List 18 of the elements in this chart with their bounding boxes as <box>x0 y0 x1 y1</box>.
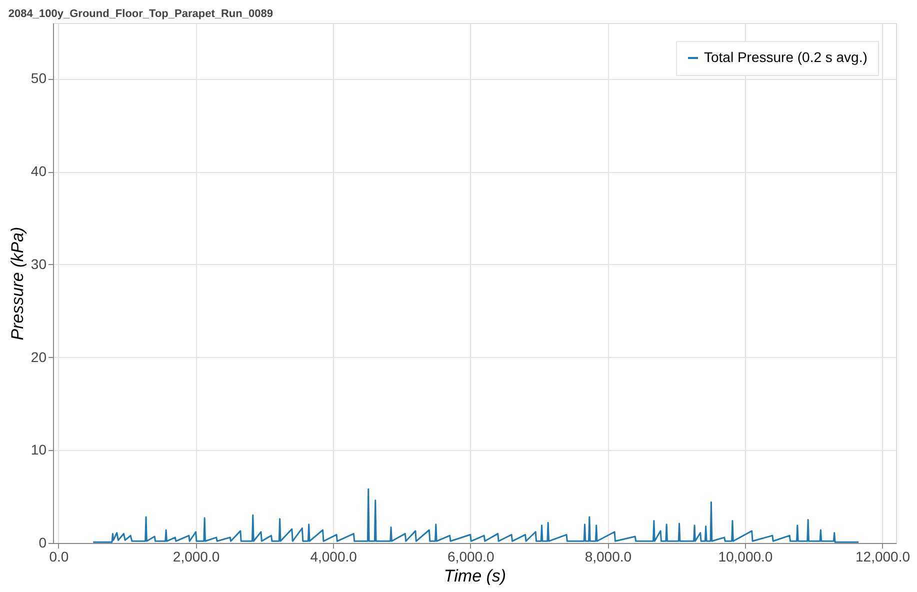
y-tick-label: 30 <box>30 256 47 272</box>
x-axis-title: Time (s) <box>444 566 506 586</box>
y-tick-label: 0 <box>38 534 47 550</box>
x-tick-label: 0.0 <box>49 548 69 564</box>
x-tick-label: 6,000.0 <box>448 548 494 564</box>
x-tick-label: 10,000.0 <box>718 548 773 564</box>
line-series <box>92 488 860 543</box>
y-tick-label: 40 <box>30 163 47 180</box>
legend-label: Total Pressure (0.2 s avg.) <box>704 49 868 65</box>
chart-title: 2084_100y_Ground_Floor_Top_Parapet_Run_0089 <box>8 8 273 20</box>
x-tick-label: 8,000.0 <box>584 548 632 564</box>
x-tick-label: 12,000.0 <box>856 548 910 564</box>
y-tick-label: 50 <box>30 70 47 86</box>
y-axis-title: Pressure (kPa) <box>8 226 27 340</box>
x-tick-label: 2,000.0 <box>172 548 220 564</box>
y-tick-label: 20 <box>30 348 47 365</box>
y-tick-label: 10 <box>30 442 47 458</box>
x-tick-label: 4,000.0 <box>310 548 358 564</box>
